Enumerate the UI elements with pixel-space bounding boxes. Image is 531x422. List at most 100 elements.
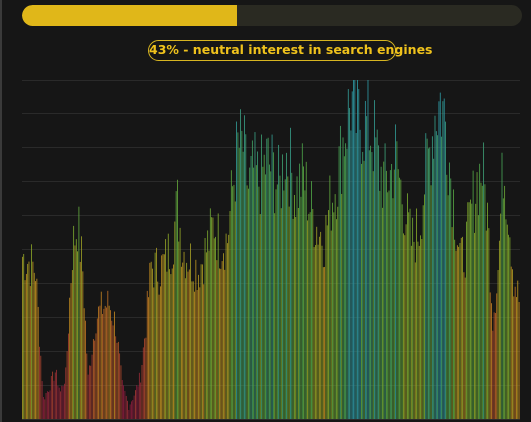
chart-bar (119, 353, 121, 419)
chart-bar (153, 287, 155, 419)
chart-bar (251, 140, 253, 419)
chart-bar (73, 225, 75, 419)
chart-bar (403, 233, 404, 419)
chart-bar (49, 390, 51, 419)
chart-bar (31, 244, 33, 419)
chart-bar (459, 242, 461, 419)
chart-bar (504, 185, 506, 419)
chart-bar (211, 217, 213, 419)
chart-bar (307, 220, 308, 419)
chart-bar (429, 147, 431, 419)
chart-bar (263, 154, 265, 419)
chart-bar (190, 243, 191, 419)
chart-bar (510, 266, 512, 419)
chart-bar (128, 409, 130, 419)
chart-bar (407, 193, 408, 419)
chart-bar (23, 253, 25, 419)
chart-bar (447, 195, 449, 419)
chart-bar (313, 247, 315, 419)
chart-bar (420, 235, 421, 419)
chart-bar (466, 221, 467, 419)
chart-bar (446, 174, 448, 419)
chart-bar (225, 233, 227, 419)
chart-bar (25, 273, 27, 419)
chart-bar (221, 261, 223, 419)
chart-bar (345, 143, 347, 419)
chart-bar (303, 166, 304, 419)
chart-bar (258, 186, 260, 419)
chart-bar (56, 369, 57, 419)
chart-bar (233, 184, 235, 419)
chart-bar (350, 130, 352, 419)
chart-bar (341, 193, 343, 419)
chart-bar (324, 266, 326, 419)
chart-bar (333, 212, 335, 419)
chart-bars (22, 80, 520, 420)
chart-bar (405, 224, 407, 419)
chart-bar (468, 202, 470, 419)
chart-bar (451, 227, 453, 419)
chart-bar (115, 336, 117, 419)
chart-bar (91, 354, 93, 419)
chart-bar (275, 189, 277, 419)
chart-bar (481, 185, 483, 419)
chart-bar (66, 351, 68, 419)
chart-bar (37, 306, 39, 419)
chart-bar (410, 245, 412, 419)
chart-bar (90, 365, 92, 419)
chart-bar (397, 169, 399, 419)
chart-bar (409, 208, 411, 419)
chart-bar (358, 89, 360, 419)
chart-bar (399, 177, 400, 419)
chart-bar (106, 307, 107, 419)
chart-bar (180, 266, 182, 419)
chart-bar (426, 138, 428, 419)
chart-bar (85, 320, 86, 419)
chart-bar (77, 251, 78, 419)
interest-progress-bar (22, 5, 522, 26)
chart-bar (140, 382, 142, 419)
chart-bar (505, 219, 507, 419)
chart-bar (312, 208, 314, 419)
chart-bar (322, 267, 324, 419)
chart-bar (349, 107, 350, 419)
chart-bar (290, 127, 291, 420)
chart-bar (213, 238, 215, 419)
chart-bar (131, 401, 132, 419)
chart-bar (384, 143, 386, 420)
chart-bar (195, 259, 197, 419)
chart-bar (165, 239, 167, 419)
chart-bar (50, 375, 52, 419)
chart-bar (116, 342, 118, 419)
chart-bar (301, 143, 303, 419)
chart-bar (311, 181, 312, 419)
chart-bar (412, 217, 414, 419)
chart-bar (434, 115, 436, 419)
chart-bar (104, 305, 106, 419)
chart-bar (288, 206, 290, 419)
chart-bar (493, 312, 495, 419)
chart-bar (141, 365, 143, 419)
chart-bar (484, 184, 486, 419)
chart-bar (219, 268, 220, 419)
chart-bar (280, 208, 282, 419)
chart-bar (149, 262, 151, 419)
chart-bar (396, 141, 398, 419)
chart-bar (328, 210, 329, 419)
chart-bar (417, 241, 419, 419)
chart-bar (103, 308, 105, 419)
chart-bar (476, 172, 478, 419)
chart-bar (286, 152, 287, 419)
chart-bar (508, 234, 509, 419)
chart-bar (413, 241, 415, 419)
chart-bar (157, 281, 159, 419)
chart-bar (57, 385, 59, 419)
chart-bar (492, 330, 494, 419)
chart-bar (370, 145, 372, 419)
chart-bar (255, 165, 257, 419)
chart-bar (71, 270, 73, 419)
chart-bar (498, 240, 500, 419)
chart-bar (496, 293, 498, 419)
chart-bar (357, 80, 358, 419)
chart-bar (78, 206, 80, 419)
